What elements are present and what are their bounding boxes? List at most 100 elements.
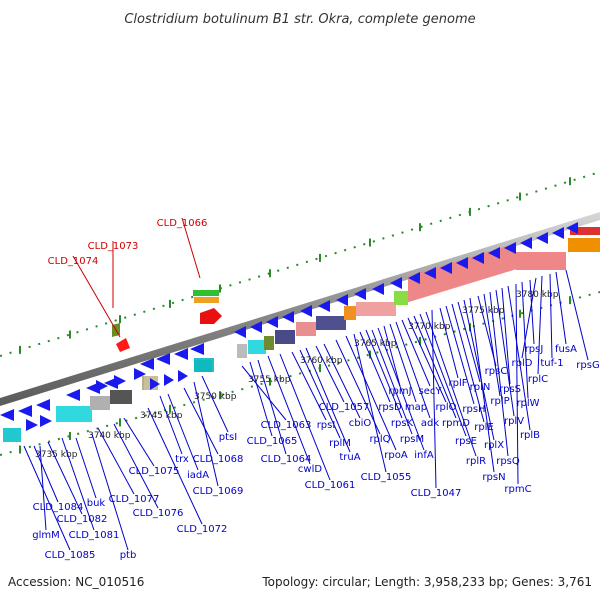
label-connector [353,333,387,473]
gene-label: rplQ [369,434,390,445]
gene-label: rplW [516,398,539,409]
label-connector [439,307,459,379]
major-ticks [19,177,571,454]
gene-label: cwlD [298,464,322,475]
label-connector [305,347,351,453]
gene-arrow [0,409,14,421]
gene-block-salmon [408,243,516,303]
gene-label: CLD_1075 [129,466,180,477]
gene-label: rpsJ [525,344,544,355]
label-connector [279,353,331,481]
gene-label: rplE [474,422,494,433]
label-connector [389,323,417,403]
gene-label: fusA [555,344,577,355]
gene-label: rplN [470,382,491,393]
gene-label: CLD_1082 [57,514,108,525]
gene-label: adk [421,418,439,429]
label-connector [249,361,273,437]
gene-block-pink [356,302,396,316]
gene-arrow [354,288,366,300]
gene-CLD_1074-arrow [116,338,130,352]
inner-tick-row [0,291,600,456]
label-connector [359,331,391,403]
gene-label: CLD_1076 [133,508,184,519]
gene-label: CLD_1073 [88,241,139,252]
gene-label: CLD_1077 [109,494,160,505]
label-connector [515,283,519,485]
gene-block-orange [344,306,356,320]
gene-arrow [390,277,402,289]
arrow-layer [0,222,578,431]
gene-label: rpsQ [496,456,520,467]
gene-label: CLD_1047 [411,488,462,499]
gene-label: CLD_1063 [261,420,312,431]
kbp-label: 3740 kbp [88,431,131,441]
gene-label: infA [414,450,434,461]
gene-label: CLD_1084 [33,502,84,513]
gene-label: rpsG [576,360,599,371]
label-connector [419,313,467,437]
gene-block-grey [90,396,110,410]
gene-arrow [174,348,188,360]
map-title: Clostridium botulinum B1 str. Okra, comp… [124,12,475,27]
gene-arrow [266,316,278,328]
label-connector [365,329,403,419]
label-connector [445,305,475,405]
gene-label: buk [87,498,106,509]
label-connector [507,285,531,431]
gene-arrow [164,374,174,386]
label-connector [413,315,457,419]
gene-block-teal [194,360,212,372]
gene-arrow [190,343,204,355]
gene-label: map [405,402,427,413]
label-connector [193,381,219,487]
label-connector [23,445,71,551]
label-connector [267,355,311,465]
gene-label: rplV [504,416,524,427]
gene-arrow [156,353,170,365]
kbp-label: 3760 kbp [300,356,343,366]
kbp-label: 3775 kbp [462,306,505,316]
label-connector [72,255,121,338]
label-connector [335,339,381,435]
gene-arrow [250,321,262,333]
label-connector [521,277,537,359]
gene-arrow [488,247,500,259]
gene-label: tuf-1 [540,358,563,369]
label-connector [123,417,155,467]
gene-block-navy [316,316,346,330]
gene-label: rplB [520,430,540,441]
gene-arrow [40,415,52,427]
gene-label: rpsI [317,420,336,431]
gene-block-orange [568,238,600,252]
gene-label: rpsS [499,384,521,395]
label-connector [501,287,511,385]
label-connector [159,395,183,455]
gene-arrow [150,378,160,390]
gene-arrow [300,305,312,317]
label-connector [565,269,589,361]
gene-CLD_1066-orange [194,297,219,303]
gene-label: glmM [32,530,60,541]
gene-label: rplC [528,374,548,385]
label-connector [201,375,229,433]
gene-arrow [140,358,154,370]
gene-label: rpoA [384,450,408,461]
label-connector [537,275,543,375]
gene-block-red [570,227,600,235]
label-connector [97,427,135,495]
gene-label: CLD_1055 [361,472,412,483]
gene-CLD_1066-green [193,290,219,296]
label-connector [555,271,567,345]
gene-label: rpsN [482,472,505,483]
label-connector [457,301,481,383]
label-connector [371,329,413,435]
gene-label: CLD_1065 [247,436,298,447]
gene-block-cyan [56,406,92,422]
gene-CLD_1066-arrow [200,308,222,324]
label-connector [345,335,397,451]
gene-label: rplX [484,440,504,451]
gene-label: CLD_1064 [261,454,312,465]
gene-label: CLD_1085 [45,550,96,561]
gene-label: rpmJ [388,386,411,397]
